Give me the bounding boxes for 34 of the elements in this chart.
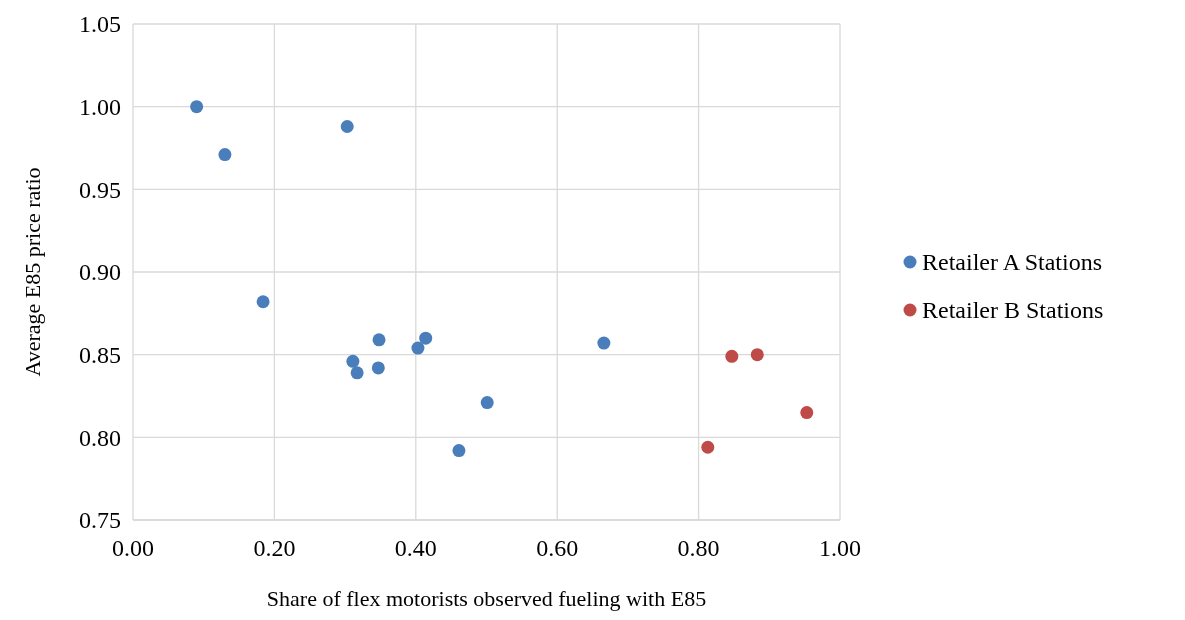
- x-tick-label: 0.00: [112, 535, 154, 561]
- point: [411, 341, 425, 355]
- y-axis-title: Average E85 price ratio: [20, 167, 45, 377]
- y-tick-label: 0.95: [79, 176, 121, 203]
- y-tick-label: 0.75: [79, 507, 121, 534]
- point: [419, 331, 433, 345]
- point: [350, 366, 364, 380]
- point: [750, 348, 764, 362]
- y-tick-label: 0.85: [79, 342, 121, 369]
- point: [597, 336, 611, 350]
- y-tick-label: 1.05: [79, 11, 121, 38]
- legend-label: Retailer A Stations: [922, 249, 1102, 276]
- point: [256, 295, 270, 309]
- x-tick-label: 0.40: [394, 535, 437, 561]
- point: [340, 120, 354, 134]
- point: [190, 100, 204, 114]
- point: [701, 440, 715, 454]
- point: [800, 406, 814, 420]
- y-tick-label: 0.80: [79, 424, 121, 451]
- point: [371, 361, 385, 375]
- x-axis-title: Share of flex motorists observed fueling with E85: [266, 586, 707, 611]
- point: [452, 444, 466, 458]
- point: [725, 349, 739, 363]
- y-tick-label: 1.00: [79, 94, 121, 121]
- point: [218, 148, 232, 162]
- x-tick-label: 1.00: [819, 535, 861, 561]
- x-tick-label: 0.20: [253, 535, 296, 561]
- x-tick-label: 0.60: [536, 535, 579, 561]
- point: [346, 354, 360, 368]
- x-tick-label: 0.80: [677, 535, 720, 561]
- point: [480, 396, 494, 410]
- legend-label: Retailer B Stations: [922, 297, 1104, 324]
- y-tick-label: 0.90: [79, 259, 121, 286]
- point: [372, 333, 386, 347]
